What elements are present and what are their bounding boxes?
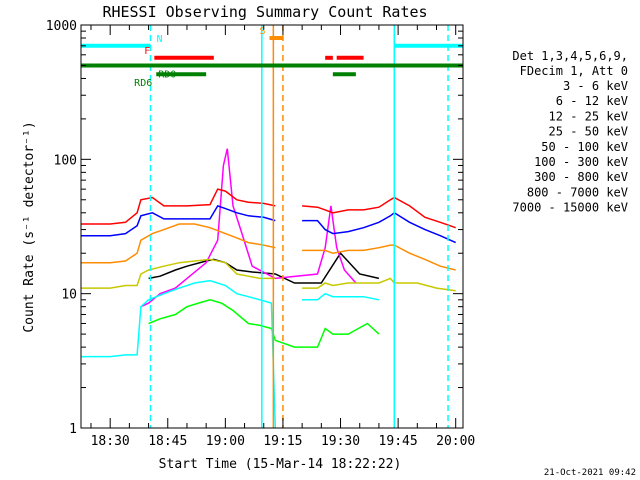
footer-timestamp: 21-Oct-2021 09:42: [544, 468, 636, 478]
legend-header-decimation: FDecim 1, Att 0: [520, 64, 628, 78]
legend-label-7: 800 - 7000 keV: [527, 185, 628, 199]
legend-label-5: 100 - 300 keV: [534, 155, 628, 169]
legend-label-2: 12 - 25 keV: [549, 109, 628, 123]
annotation-label-1: F: [144, 46, 150, 57]
y-axis-label: Count Rate (s⁻¹ detector⁻¹): [22, 121, 37, 332]
annotation-label-4: S: [259, 26, 265, 37]
legend-label-4: 50 - 100 keV: [541, 140, 628, 154]
x-axis-label: Start Time (15-Mar-14 18:22:22): [159, 457, 402, 472]
y-tick-label-3: 1000: [46, 19, 77, 34]
x-tick-label-2: 19:00: [206, 434, 245, 449]
x-tick-label-4: 19:30: [321, 434, 360, 449]
x-tick-label-3: 19:15: [263, 434, 302, 449]
series-line-0: [148, 251, 380, 284]
legend-header-detectors: Det 1,3,4,5,6,9,: [512, 49, 628, 63]
annotation-label-3: RD6: [134, 78, 152, 89]
annotation-label-0: N: [156, 34, 162, 45]
plot-area: NFRD0RD6S110100100018:3018:4519:0019:151…: [46, 19, 476, 449]
plot-frame: [80, 24, 464, 429]
chart-title: RHESSI Observing Summary Count Rates: [102, 3, 427, 21]
series-line-3: [81, 279, 380, 429]
y-tick-label-1: 10: [61, 288, 77, 303]
series-line-6: [81, 204, 457, 244]
legend-label-8: 7000 - 15000 keV: [512, 201, 628, 215]
x-tick-label-1: 18:45: [148, 434, 187, 449]
legend-label-3: 25 - 50 keV: [549, 125, 628, 139]
y-tick-label-2: 100: [54, 153, 77, 168]
y-tick-label-0: 1: [69, 422, 77, 437]
series-line-2: [148, 299, 380, 348]
x-tick-label-5: 19:45: [379, 434, 418, 449]
legend-label-0: 3 - 6 keV: [563, 79, 628, 93]
x-tick-label-0: 18:30: [91, 434, 130, 449]
legend-label-1: 6 - 12 keV: [556, 94, 628, 108]
x-tick-label-6: 20:00: [436, 434, 475, 449]
series-line-5: [81, 188, 456, 229]
series-line-4: [81, 258, 456, 292]
series-line-1: [140, 148, 357, 308]
legend-label-6: 300 - 800 keV: [534, 170, 628, 184]
series-line-7: [81, 223, 456, 271]
